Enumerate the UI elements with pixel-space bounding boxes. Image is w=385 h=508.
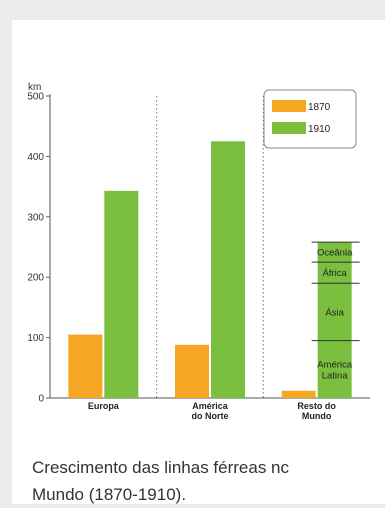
category-label: Resto do [297, 401, 336, 411]
y-tick-label: 300 [27, 212, 44, 223]
y-axis-label: km [28, 82, 41, 93]
category-label: do Norte [192, 411, 229, 421]
bar-1870-1 [175, 344, 209, 398]
segment-label: América [317, 359, 353, 370]
segment-label: Oceânia [317, 248, 353, 259]
segment-label: Latina [322, 370, 349, 381]
caption-line-2: Mundo (1870-1910). [32, 485, 187, 504]
legend-label-1870: 1870 [308, 102, 331, 113]
segment-label: Ásia [325, 307, 344, 318]
y-tick-label: 500 [27, 92, 44, 103]
legend-box [263, 89, 357, 149]
y-tick-label: 100 [27, 333, 44, 344]
bar-1870-0 [68, 334, 103, 398]
legend-swatch-1910 [272, 122, 306, 134]
y-tick-label: 0 [38, 394, 44, 405]
category-label: América [192, 401, 229, 411]
category-label: Europa [88, 401, 120, 411]
bar-1910-0 [104, 190, 139, 398]
figure-caption: Crescimento das linhas férreas nc Mundo … [32, 454, 382, 508]
segment-label: África [323, 268, 348, 279]
figure-card: km 0 100 200 300 400 500 Europa América do Norte R… [12, 20, 385, 504]
category-label: Mundo [302, 411, 332, 421]
legend-label-1910: 1910 [308, 124, 331, 135]
caption-line-1: Crescimento das linhas férreas nc [32, 458, 290, 477]
bar-1910-2 [317, 242, 352, 398]
legend-swatch-1870 [272, 100, 306, 112]
y-tick-label: 400 [27, 152, 44, 163]
y-tick-label: 200 [27, 273, 44, 284]
bar-1870-2 [281, 390, 316, 398]
bar-1910-1 [211, 141, 245, 399]
